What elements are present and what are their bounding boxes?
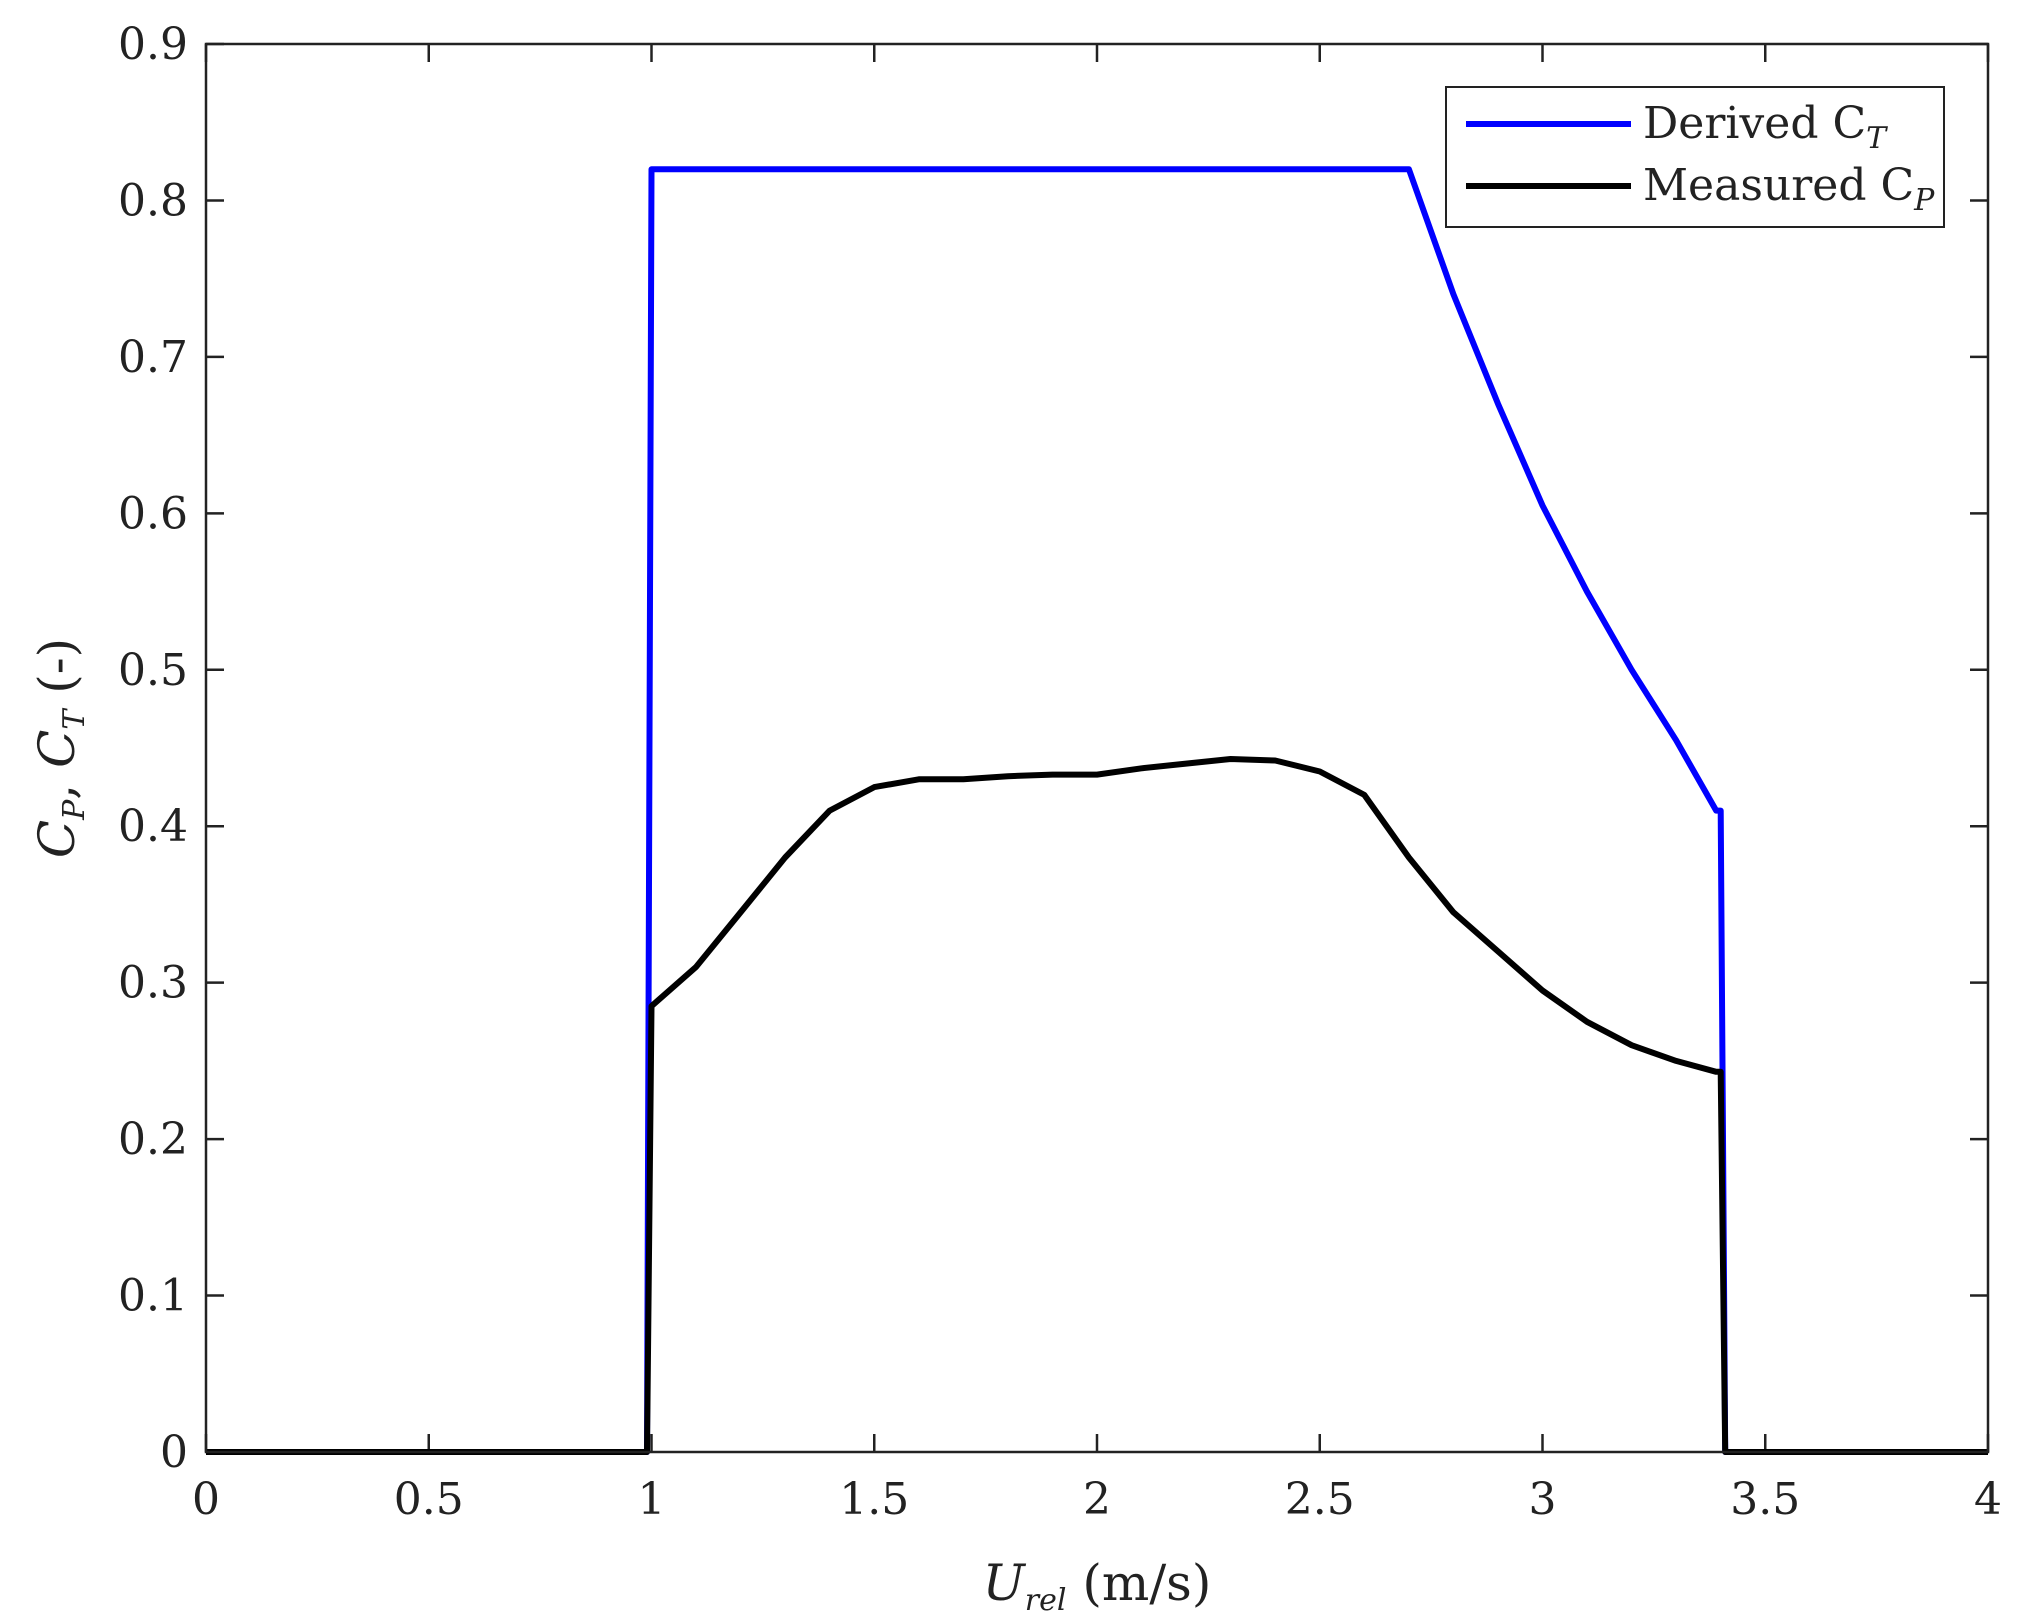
legend-box: [1445, 86, 1945, 228]
x-axis-title-subscript: rel: [1025, 1583, 1067, 1618]
x-tick-label: 3: [1529, 1474, 1557, 1525]
y-tick-label: 0.2: [118, 1114, 188, 1165]
legend-label-derived-ct-main: Derived C: [1643, 98, 1866, 149]
x-tick-label: 1: [638, 1474, 666, 1525]
y-axis-title: CP, CT (-): [28, 638, 92, 858]
y-tick-label: 0.3: [118, 958, 188, 1009]
series-group: [206, 166, 1988, 1455]
y-tick-label: 0.9: [118, 19, 188, 70]
x-tick-label: 1.5: [839, 1474, 909, 1525]
legend-label-measured-cp-main: Measured C: [1643, 160, 1914, 211]
y-axis-title-symbol-b: C: [28, 730, 86, 768]
x-tick-label: 0: [192, 1474, 220, 1525]
x-tick-label: 4: [1974, 1474, 2002, 1525]
x-tick-labels: 0 0.5 1 1.5 2 2.5 3 3.5 4: [192, 1474, 2002, 1525]
x-axis-title: Urel (m/s): [983, 1554, 1212, 1618]
x-axis-title-symbol: U: [983, 1554, 1027, 1612]
y-tick-label: 0.1: [118, 1271, 188, 1322]
y-tick-label: 0: [160, 1427, 188, 1478]
y-tick-label: 0.7: [118, 332, 188, 383]
x-axis-title-unit: (m/s): [1067, 1554, 1212, 1612]
x-tick-label: 0.5: [394, 1474, 464, 1525]
y-tick-label: 0.8: [118, 175, 188, 226]
y-tick-label: 0.4: [118, 801, 188, 852]
legend: Derived CT Measured CP: [1445, 86, 1945, 228]
y-axis-title-subscript-b: T: [57, 708, 92, 730]
x-tick-label: 3.5: [1730, 1474, 1800, 1525]
x-tick-label: 2.5: [1285, 1474, 1355, 1525]
y-tick-label: 0.5: [118, 645, 188, 696]
y-axis-title-unit: (-): [28, 638, 86, 710]
series-line-measured-cp: [206, 756, 1988, 1455]
y-axis-title-separator: ,: [28, 768, 86, 800]
series-line-derived-ct: [206, 166, 1988, 1455]
x-tick-label: 2: [1083, 1474, 1111, 1525]
legend-label-measured-cp-subscript: P: [1913, 183, 1935, 218]
legend-label-derived-ct: Derived CT: [1643, 98, 1888, 156]
legend-label-derived-ct-subscript: T: [1866, 121, 1888, 156]
legend-label-measured-cp: Measured CP: [1643, 160, 1935, 218]
y-axis-title-subscript-a: P: [57, 799, 92, 821]
y-axis-title-symbol-a: C: [28, 820, 86, 858]
y-tick-label: 0.6: [118, 488, 188, 539]
axes-box: [204, 42, 1990, 1454]
y-tick-labels: 0 0.1 0.2 0.3 0.4 0.5 0.6 0.7 0.8 0.9: [118, 19, 188, 1478]
